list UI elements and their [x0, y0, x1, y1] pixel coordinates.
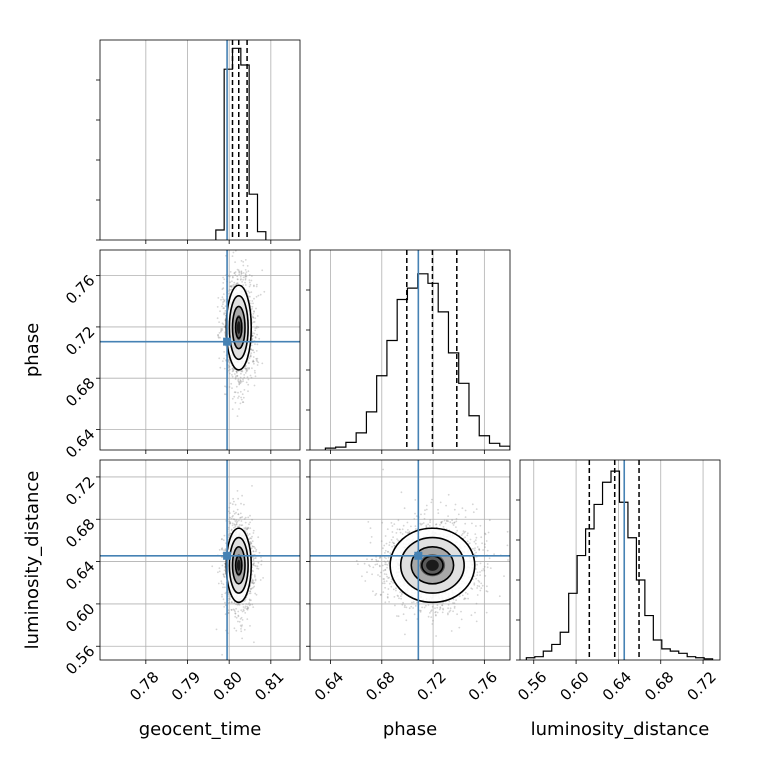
panel-frame — [519, 459, 721, 661]
scatter-panel-geocent_time-luminosity_distance — [99, 459, 301, 661]
density-fill — [236, 559, 241, 571]
histogram-panel-luminosity_distance — [516, 459, 721, 661]
contour-line-3 — [225, 527, 253, 604]
panel-frame — [99, 249, 301, 451]
xlabel-phase: phase — [383, 719, 437, 740]
panel-frame — [99, 459, 301, 661]
density-fill — [426, 559, 439, 571]
contour-line-1 — [231, 305, 246, 350]
contour-line-1 — [231, 545, 246, 585]
panel-frame — [309, 249, 511, 451]
scatter-panel-geocent_time-phase — [99, 249, 301, 451]
ylabel-phase: phase — [22, 323, 43, 377]
truth-marker — [223, 337, 232, 346]
panel-frame — [99, 39, 301, 241]
truth-marker — [223, 551, 232, 560]
contour-line-1 — [410, 545, 455, 585]
panel-frame — [309, 459, 511, 661]
contour-line-2 — [399, 536, 465, 594]
histogram-panel-phase — [306, 249, 511, 451]
contour-line-2 — [228, 536, 249, 594]
histogram-step-luminosity_distance — [525, 470, 714, 660]
contour-line-3 — [225, 284, 253, 371]
contour-line-2 — [228, 295, 249, 361]
density-fill — [236, 321, 241, 334]
xlabel-luminosity_distance: luminosity_distance — [531, 719, 710, 740]
histogram-panel-geocent_time — [96, 39, 301, 241]
xlabel-geocent_time: geocent_time — [139, 719, 262, 740]
truth-marker — [414, 551, 423, 560]
histogram-step-geocent_time — [215, 47, 267, 240]
scatter-panel-phase-luminosity_distance — [309, 459, 511, 661]
contour-line-0 — [234, 316, 243, 339]
contour-line-3 — [389, 527, 476, 604]
ylabel-luminosity_distance: luminosity_distance — [22, 471, 43, 650]
